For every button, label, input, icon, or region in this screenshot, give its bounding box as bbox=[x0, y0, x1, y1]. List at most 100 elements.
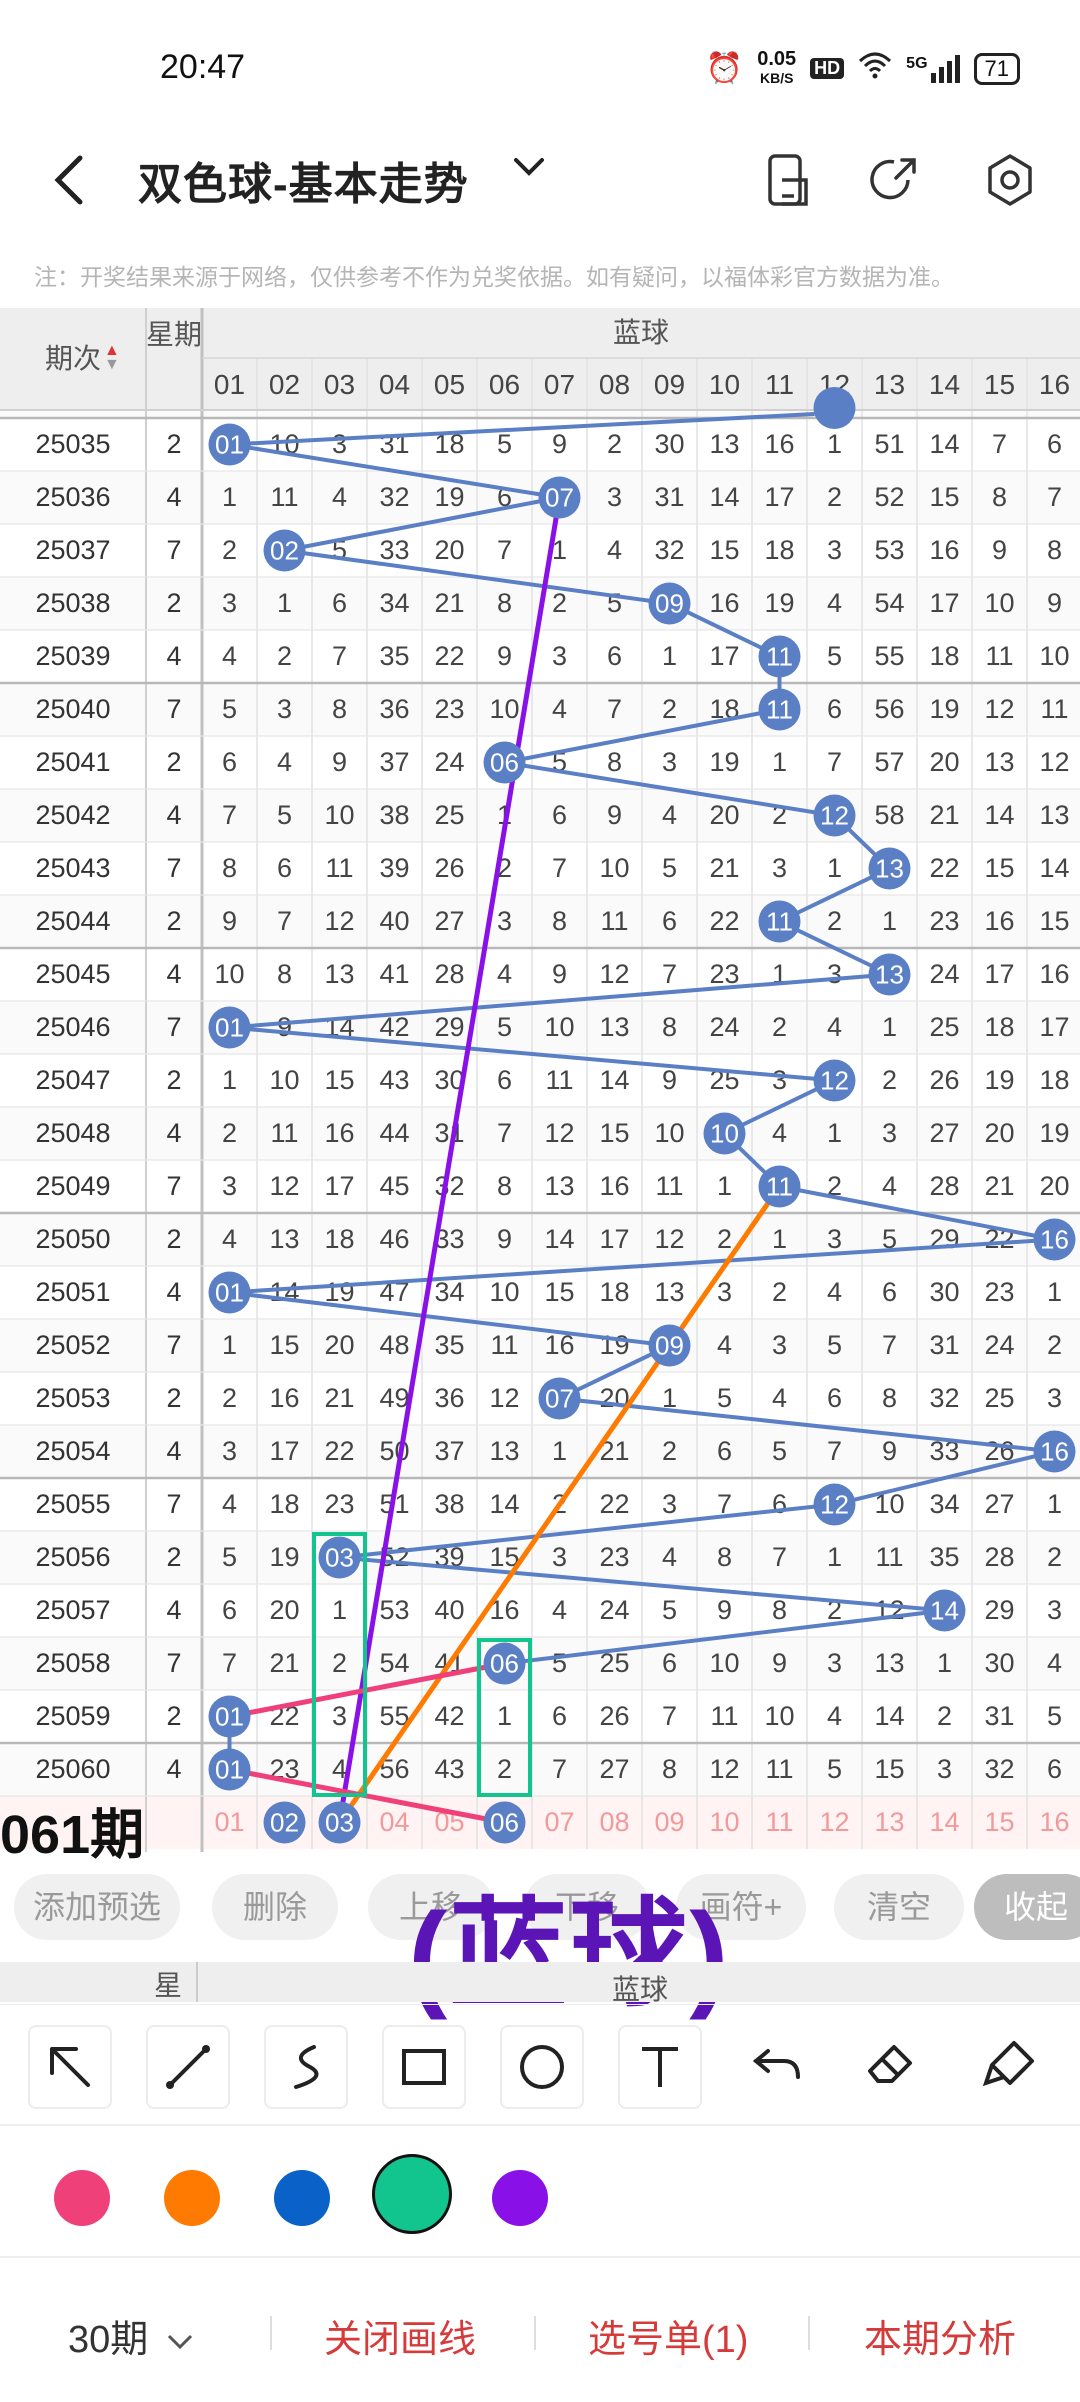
clear-drawing-button[interactable] bbox=[970, 2025, 1050, 2105]
next-ball-07[interactable]: 07 bbox=[544, 1807, 575, 1837]
miss-cell: 47 bbox=[379, 1277, 410, 1307]
issue-cell: 25049 bbox=[35, 1171, 111, 1201]
pick-list-tab[interactable]: 选号单(1) bbox=[588, 2319, 749, 2361]
sort-arrow-icon[interactable]: ▲ ▼ bbox=[104, 342, 120, 373]
page-title[interactable]: 双色球-基本走势 bbox=[138, 160, 469, 209]
next-ball-01[interactable]: 01 bbox=[214, 1807, 245, 1837]
miss-cell: 3 bbox=[881, 1118, 898, 1148]
back-button[interactable] bbox=[50, 150, 110, 210]
miss-cell: 21 bbox=[709, 853, 740, 883]
clear-button[interactable]: 清空 bbox=[834, 1874, 964, 1940]
curve-tool-button[interactable] bbox=[264, 2025, 348, 2109]
next-ball-10[interactable]: 10 bbox=[709, 1807, 740, 1837]
miss-cell: 10 bbox=[984, 588, 1015, 618]
next-ball-15[interactable]: 15 bbox=[984, 1807, 1015, 1837]
miss-cell: 19 bbox=[929, 694, 960, 724]
next-ball-05[interactable]: 05 bbox=[434, 1807, 465, 1837]
miss-cell: 13 bbox=[599, 1012, 630, 1042]
miss-cell: 9 bbox=[716, 1595, 733, 1625]
weekday-cell: 4 bbox=[166, 641, 182, 671]
miss-cell: 7 bbox=[716, 1489, 733, 1519]
eraser-button[interactable] bbox=[852, 2025, 932, 2105]
color-pink-swatch[interactable] bbox=[54, 2170, 110, 2226]
miss-cell: 23 bbox=[434, 694, 465, 724]
miss-cell: 8 bbox=[496, 1171, 513, 1201]
next-ball-11[interactable]: 11 bbox=[765, 1807, 794, 1837]
color-purple-swatch[interactable] bbox=[492, 2170, 548, 2226]
weekday-cell: 2 bbox=[166, 906, 182, 936]
close-drawing-tab[interactable]: 关闭画线 bbox=[324, 2319, 477, 2361]
miss-cell: 6 bbox=[1046, 429, 1063, 459]
arrow-tool-button[interactable] bbox=[28, 2025, 112, 2109]
miss-cell: 7 bbox=[221, 1648, 238, 1678]
miss-cell: 4 bbox=[331, 1754, 348, 1784]
wifi-icon bbox=[858, 51, 892, 86]
next-ball-08[interactable]: 08 bbox=[599, 1807, 630, 1837]
move-down-button[interactable]: 下移 bbox=[524, 1874, 650, 1940]
header-ball-06: 06 bbox=[488, 369, 521, 400]
period-selector[interactable]: 30期 bbox=[68, 2308, 195, 2363]
weekday-cell: 4 bbox=[166, 1595, 182, 1625]
miss-cell: 13 bbox=[709, 429, 740, 459]
miss-cell: 11 bbox=[325, 853, 354, 883]
header-ball-15: 15 bbox=[983, 369, 1016, 400]
miss-cell: 20 bbox=[324, 1330, 355, 1360]
miss-cell: 19 bbox=[709, 747, 740, 777]
move-up-button[interactable]: 上移 bbox=[368, 1874, 494, 1940]
miss-cell: 20 bbox=[434, 535, 465, 565]
settings-button[interactable] bbox=[982, 152, 1038, 208]
text-tool-button[interactable] bbox=[618, 2025, 702, 2109]
miss-cell: 26 bbox=[984, 1436, 1015, 1466]
miss-cell: 39 bbox=[379, 853, 410, 883]
collapse-button[interactable]: 收起 bbox=[974, 1874, 1080, 1940]
line-tool-button[interactable] bbox=[146, 2025, 230, 2109]
miss-cell: 26 bbox=[599, 1701, 630, 1731]
miss-cell: 32 bbox=[434, 1171, 465, 1201]
current-analysis-tab[interactable]: 本期分析 bbox=[864, 2319, 1017, 2361]
undo-button[interactable] bbox=[738, 2025, 818, 2105]
miss-cell: 3 bbox=[771, 1330, 788, 1360]
share-button[interactable] bbox=[866, 152, 922, 208]
miss-cell: 2 bbox=[276, 641, 293, 671]
weekday-cell: 7 bbox=[166, 535, 182, 565]
miss-cell: 28 bbox=[984, 1542, 1015, 1572]
delete-button[interactable]: 删除 bbox=[212, 1874, 338, 1940]
title-dropdown[interactable] bbox=[512, 152, 546, 191]
miss-cell: 35 bbox=[379, 641, 410, 671]
miss-cell: 15 bbox=[269, 1330, 300, 1360]
issue-cell: 25052 bbox=[35, 1330, 111, 1360]
trend-table[interactable]: 期次 ▲ ▼ 星期 蓝球 01 02 03 04 05 06 07 08 09 10 11 12 13 14 15 16… bbox=[0, 308, 1080, 1852]
miss-cell: 56 bbox=[379, 1754, 410, 1784]
next-ball-14[interactable]: 14 bbox=[929, 1807, 960, 1837]
issue-cell: 25060 bbox=[35, 1754, 111, 1784]
next-ball-12[interactable]: 12 bbox=[819, 1807, 850, 1837]
color-orange-swatch[interactable] bbox=[164, 2170, 220, 2226]
next-ball-09[interactable]: 09 bbox=[654, 1807, 685, 1837]
status-icons: ⏰ 0.05 KB/S HD 5G 71 bbox=[706, 49, 1020, 87]
miss-cell: 5 bbox=[496, 429, 513, 459]
miss-cell: 7 bbox=[496, 535, 513, 565]
next-ball-04[interactable]: 04 bbox=[379, 1807, 410, 1837]
miss-cell: 15 bbox=[984, 853, 1015, 883]
layout-toggle-button[interactable] bbox=[760, 152, 816, 208]
issue-cell: 25050 bbox=[35, 1224, 111, 1254]
miss-cell: 31 bbox=[434, 1118, 465, 1148]
miss-cell: 9 bbox=[771, 1648, 788, 1678]
miss-cell: 4 bbox=[496, 959, 513, 989]
miss-cell: 21 bbox=[324, 1383, 355, 1413]
miss-cell: 24 bbox=[709, 1012, 740, 1042]
rectangle-tool-button[interactable] bbox=[382, 2025, 466, 2109]
miss-cell: 18 bbox=[1039, 1065, 1070, 1095]
color-blue-swatch[interactable] bbox=[274, 2170, 330, 2226]
miss-cell: 2 bbox=[551, 1489, 568, 1519]
miss-cell: 23 bbox=[984, 1277, 1015, 1307]
next-ball-13[interactable]: 13 bbox=[874, 1807, 905, 1837]
next-ball-16[interactable]: 16 bbox=[1039, 1807, 1070, 1837]
issue-cell: 25056 bbox=[35, 1542, 111, 1572]
add-preselect-button[interactable]: 添加预选 bbox=[14, 1874, 180, 1940]
circle-tool-button[interactable] bbox=[500, 2025, 584, 2109]
issue-cell: 25045 bbox=[35, 959, 111, 989]
add-symbol-button[interactable]: 画符+ bbox=[676, 1874, 806, 1940]
miss-cell: 17 bbox=[984, 959, 1015, 989]
color-green-swatch-selected[interactable] bbox=[372, 2154, 452, 2234]
